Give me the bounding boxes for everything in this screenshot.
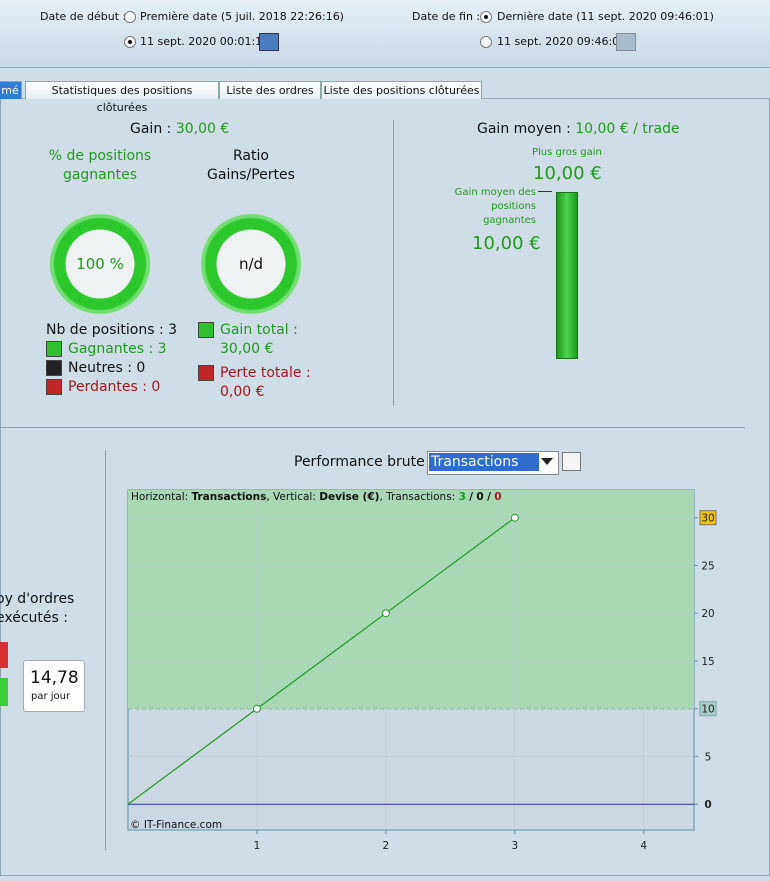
tick-highlight <box>699 701 717 717</box>
data-line <box>127 517 516 805</box>
data-point <box>381 609 390 618</box>
end-custom[interactable]: 11 sept. 2020 09:46:01 <box>497 35 627 48</box>
ratio-title: Ratio Gains/Pertes <box>207 148 295 183</box>
info-text: 3 <box>458 491 466 503</box>
down-arrow <box>0 642 8 668</box>
x-tick-label: 2 <box>383 840 390 852</box>
info-text: 0 <box>494 491 502 503</box>
legend-swatch <box>46 379 62 395</box>
neutral: Neutres : 0 <box>68 360 146 376</box>
pct-value: 100 % <box>76 255 124 273</box>
info-text: 0 <box>476 491 484 503</box>
tab[interactable]: Statistiques des positions clôturées <box>25 81 219 114</box>
end-last[interactable]: Dernière date (11 sept. 2020 09:46:01) <box>497 10 714 23</box>
tab[interactable]: Liste des ordres <box>219 81 321 99</box>
calendar-icon[interactable] <box>259 33 279 51</box>
legend-swatch <box>198 322 214 338</box>
radio[interactable] <box>124 36 136 48</box>
divider <box>0 427 745 428</box>
end-label: Date de fin : <box>412 10 481 23</box>
pct-title: % de positions gagnantes <box>48 148 152 183</box>
start-custom[interactable]: 11 sept. 2020 00:01:16 <box>140 35 270 48</box>
orders-value: 14,78 <box>30 668 79 688</box>
y-tick-label: 5 <box>705 751 712 763</box>
gain: Gain : 30,00 € <box>130 121 229 137</box>
orders-label: oy d'ordres exécutés : <box>0 590 74 628</box>
dropdown-arrow[interactable] <box>541 458 553 471</box>
tab[interactable]: mé <box>0 81 22 99</box>
tick-highlight <box>699 510 717 526</box>
loss-total-value: 0,00 € <box>220 384 265 400</box>
legend-swatch <box>46 360 62 376</box>
up-arrow <box>0 678 8 706</box>
x-tick-label: 3 <box>511 840 518 852</box>
gain-total-value: 30,00 € <box>220 341 274 357</box>
ratio-value: n/d <box>238 255 264 273</box>
avg-value: 10,00 € <box>472 233 541 254</box>
losers: Perdantes : 0 <box>68 379 161 395</box>
arrow <box>538 191 552 192</box>
info-text: , Vertical: <box>266 491 316 503</box>
orders-line: oy d'ordres <box>0 591 75 607</box>
y-tick-label: 0 <box>704 799 711 811</box>
info-text: / <box>487 491 491 503</box>
divider <box>105 450 106 850</box>
gain-bar <box>556 192 578 359</box>
x-tick-label: 1 <box>254 840 261 852</box>
max-label: Plus gros gain <box>532 147 602 158</box>
orders-line: exécutés : <box>0 610 68 626</box>
winners: Gagnantes : 3 <box>68 341 167 357</box>
orders-unit: par jour <box>31 691 71 702</box>
radio[interactable] <box>480 11 492 23</box>
above-average-area <box>128 490 694 709</box>
y-tick-label: 15 <box>701 656 714 668</box>
max-value: 10,00 € <box>533 163 602 184</box>
data-point <box>252 704 261 713</box>
gain-label: Gain : <box>130 121 172 137</box>
average-gain: Gain moyen : 10,00 € / trade <box>477 121 680 137</box>
y-tick-label: 10 <box>701 704 714 716</box>
chart-info: Horizontal: Transactions, Vertical: Devi… <box>131 491 502 503</box>
nb-positions: Nb de positions : 3 <box>46 322 178 338</box>
tab[interactable]: Liste des positions clôturées <box>321 81 482 99</box>
x-tick-label: 4 <box>640 840 647 852</box>
copyright: © IT-Finance.com <box>130 819 223 831</box>
info-text: Devise (€) <box>319 491 380 503</box>
y-tick-label: 30 <box>701 513 714 525</box>
orders-box <box>23 660 85 712</box>
radio[interactable] <box>480 36 492 48</box>
info-text: , Transactions: <box>379 491 456 503</box>
divider <box>393 120 394 406</box>
calendar-icon <box>616 33 636 51</box>
average-value: 10,00 € / trade <box>575 121 680 137</box>
settings-button[interactable] <box>562 452 581 471</box>
gain-value: 30,00 € <box>175 121 230 137</box>
average-label: Gain moyen : <box>477 121 571 137</box>
donut: 100 % <box>50 214 150 314</box>
y-tick-label: 25 <box>701 560 714 572</box>
avg-label: Gain moyen des positions gagnantes <box>454 187 536 226</box>
info-text: Transactions <box>191 491 267 503</box>
info-text: Horizontal: <box>131 491 189 503</box>
y-tick-label: 20 <box>701 608 714 620</box>
chart-title: Performance brute <box>294 454 425 470</box>
radio[interactable] <box>124 11 136 23</box>
start-label: Date de début : <box>40 10 127 23</box>
legend-swatch <box>46 341 62 357</box>
donut: n/d <box>201 214 301 314</box>
loss-total-label: Perte totale : <box>220 365 311 381</box>
gain-total-label: Gain total : <box>220 322 298 338</box>
start-first[interactable]: Première date (5 juil. 2018 22:26:16) <box>140 10 344 23</box>
data-point <box>510 513 519 522</box>
legend-swatch <box>198 365 214 381</box>
selector-value[interactable]: Transactions <box>429 453 539 471</box>
info-text: / <box>469 491 474 503</box>
